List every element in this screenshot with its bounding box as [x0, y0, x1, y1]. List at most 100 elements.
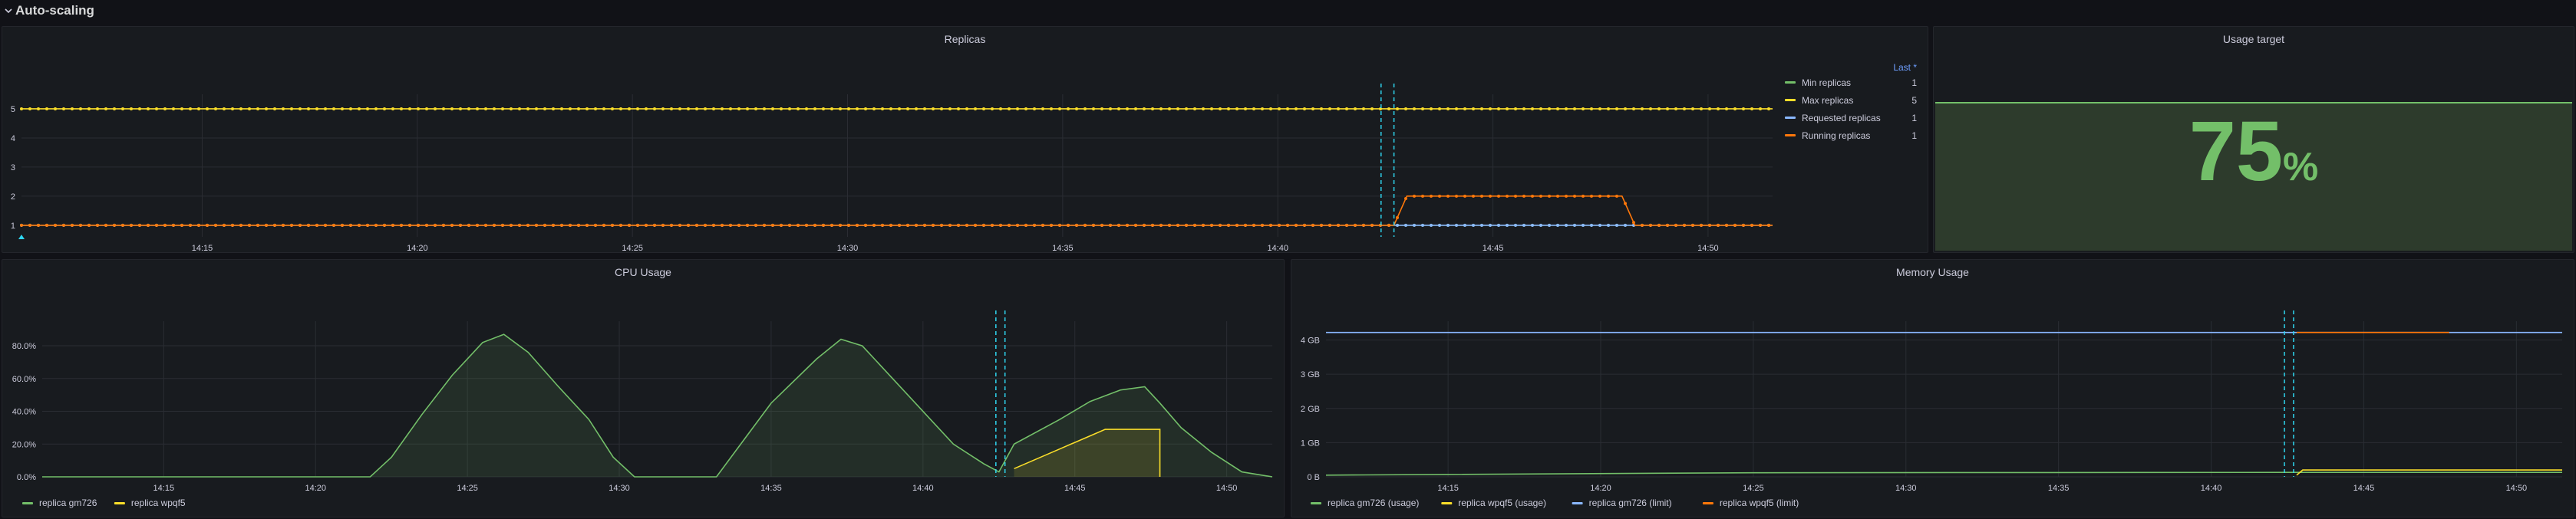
series-point-3 — [1387, 223, 1390, 227]
series-point-3 — [1134, 223, 1137, 227]
series-point-3 — [130, 223, 133, 227]
x-tick-label: 14:15 — [153, 484, 175, 493]
series-point-3 — [104, 223, 107, 227]
up-triangle-icon[interactable] — [18, 235, 25, 239]
series-point-3 — [889, 223, 892, 227]
series-point-3 — [906, 223, 909, 227]
series-point-3 — [687, 223, 690, 227]
series-point-1 — [206, 107, 209, 110]
series-point-3 — [602, 223, 605, 227]
series-point-3 — [1666, 223, 1669, 227]
legend-label: replica wpqf5 (usage) — [1458, 498, 1546, 508]
series-line-0[interactable] — [42, 333, 1273, 478]
series-point-1 — [974, 107, 977, 110]
series-point-3 — [999, 223, 1002, 227]
series-point-1 — [1109, 107, 1112, 110]
panel-title[interactable]: CPU Usage — [615, 266, 671, 278]
series-point-1 — [54, 107, 57, 110]
series-line-1[interactable] — [1014, 429, 1161, 477]
series-point-3 — [923, 223, 926, 227]
series-point-1 — [1387, 107, 1390, 110]
series-point-1 — [1016, 107, 1019, 110]
cpu-usage-panel[interactable]: CPU Usage 0.0% 20.0% 40.0% 60.0% 80.0% 14:15 1… — [2, 259, 1285, 517]
series-point-2 — [1573, 223, 1576, 227]
series-point-2 — [1413, 223, 1416, 227]
series-point-1 — [1607, 107, 1610, 110]
chevron-down-icon[interactable] — [5, 7, 12, 15]
series-point-1 — [1084, 107, 1087, 110]
panel-title[interactable]: Memory Usage — [1896, 266, 1969, 278]
y-tick-label: 5 — [11, 105, 15, 114]
series-point-1 — [71, 107, 74, 110]
series-point-3 — [155, 223, 158, 227]
series-point-1 — [754, 107, 757, 110]
memory-usage-panel[interactable]: Memory Usage 0 B 1 GB 2 GB 3 GB 4 GB 14:15 14:… — [1291, 259, 2574, 517]
series-point-3 — [1328, 223, 1331, 227]
series-point-3 — [1151, 223, 1154, 227]
series-point-3 — [1421, 194, 1424, 198]
series-point-1 — [1100, 107, 1103, 110]
series-point-3 — [256, 223, 259, 227]
series-point-3 — [712, 223, 715, 227]
panel-title[interactable]: Replicas — [944, 33, 986, 45]
series-point-3 — [856, 223, 859, 227]
series-point-1 — [535, 107, 538, 110]
legend-swatch — [1572, 502, 1583, 504]
x-tick-label: 14:20 — [305, 484, 326, 493]
series-point-3 — [290, 223, 293, 227]
series-point-1 — [332, 107, 335, 110]
series-point-1 — [957, 107, 960, 110]
replicas-panel[interactable]: Replicas 1 2 3 4 5 14:15 14:20 14:25 14:30 14:35 1… — [2, 26, 1928, 253]
series-point-3 — [1159, 223, 1163, 227]
series-line-3[interactable] — [21, 195, 1773, 226]
series-point-2 — [1489, 223, 1492, 227]
series-point-1 — [1117, 107, 1120, 110]
series-point-1 — [1615, 107, 1618, 110]
replicas-chart[interactable]: 1 2 3 4 5 14:15 14:20 14:25 14:30 14:35 14:40 14:45… — [2, 27, 1928, 252]
row-header-auto-scaling[interactable]: Auto-scaling — [0, 0, 2576, 21]
usage-target-fill — [1935, 102, 2572, 251]
series-point-1 — [96, 107, 99, 110]
series-point-3 — [805, 223, 808, 227]
memory-usage-chart[interactable]: 0 B 1 GB 2 GB 3 GB 4 GB 14:15 14:20 14:25 14:30 1… — [1291, 260, 2574, 517]
series-point-3 — [847, 223, 850, 227]
series-point-3 — [1455, 194, 1458, 198]
series-point-3 — [560, 223, 563, 227]
series-point-1 — [1514, 107, 1517, 110]
usage-target-value: 75% — [2188, 104, 2319, 199]
series-point-1 — [628, 107, 631, 110]
legend-label: Running replicas — [1802, 130, 1870, 141]
cpu-usage-chart[interactable]: 0.0% 20.0% 40.0% 60.0% 80.0% 14:15 14:20 14:25 1… — [2, 260, 1284, 517]
series-point-1 — [1396, 107, 1399, 110]
series-point-3 — [163, 223, 167, 227]
series-point-1 — [712, 107, 715, 110]
series-point-3 — [569, 223, 572, 227]
series-point-3 — [1396, 215, 1399, 219]
usage-target-panel[interactable]: Usage target 75% — [1933, 26, 2574, 253]
series-point-1 — [1151, 107, 1154, 110]
series-point-3 — [1016, 223, 1019, 227]
panel-title[interactable]: Usage target — [2222, 33, 2285, 45]
series-point-1 — [1666, 107, 1669, 110]
series-point-1 — [932, 107, 935, 110]
series-point-3 — [54, 223, 57, 227]
series-point-1 — [1641, 107, 1644, 110]
series-point-3 — [1506, 194, 1509, 198]
series-point-3 — [1033, 223, 1036, 227]
series-point-3 — [96, 223, 99, 227]
series-line-0[interactable] — [1325, 471, 2562, 476]
series-line-1[interactable] — [2296, 469, 2562, 476]
series-point-1 — [130, 107, 133, 110]
series-point-1 — [813, 107, 816, 110]
series-point-1 — [1506, 107, 1509, 110]
series-point-1 — [1590, 107, 1593, 110]
series-point-1 — [1522, 107, 1525, 110]
series-point-2 — [1506, 223, 1509, 227]
x-tick-label: 14:20 — [407, 244, 428, 252]
series-point-2 — [1404, 223, 1407, 227]
x-tick-label: 14:30 — [1895, 484, 1917, 493]
series-point-1 — [1008, 107, 1011, 110]
series-point-1 — [1750, 107, 1753, 110]
series-point-1 — [121, 107, 124, 110]
series-point-1 — [1067, 107, 1070, 110]
